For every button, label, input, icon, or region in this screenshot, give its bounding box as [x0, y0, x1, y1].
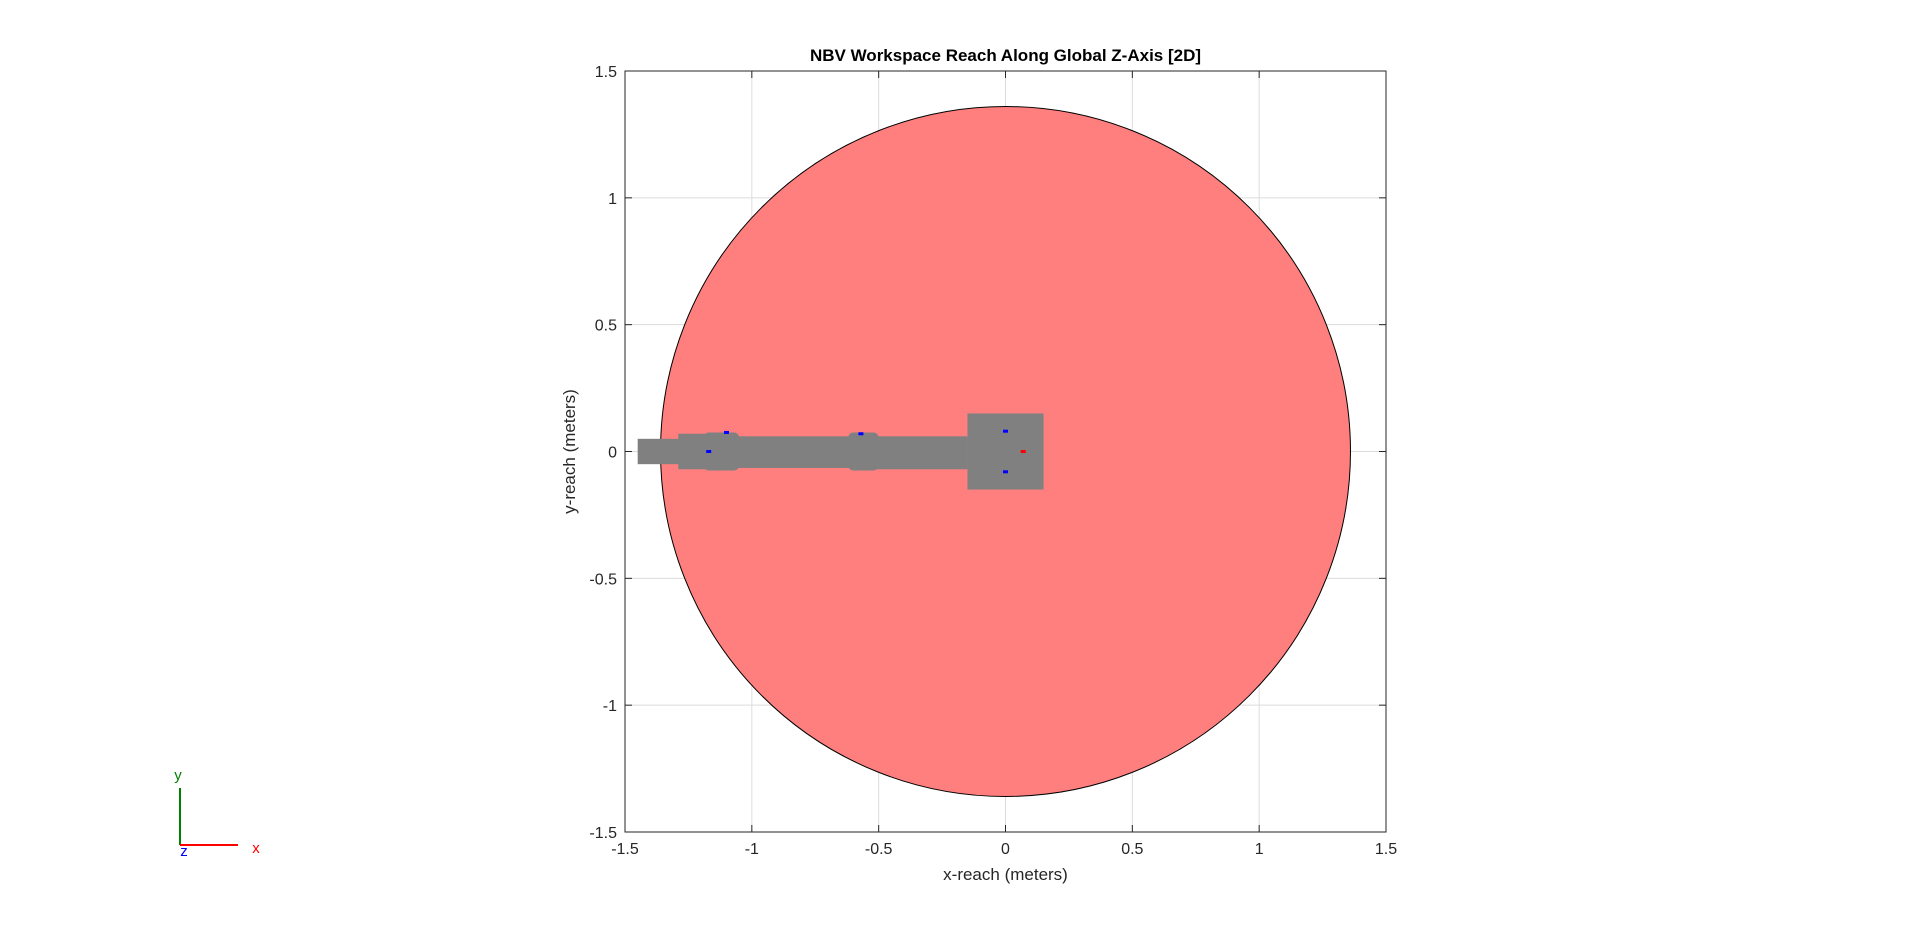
- frame-marker: [1020, 450, 1026, 453]
- x-tick-label: 1: [1255, 841, 1264, 858]
- x-tick-label: 0: [1001, 841, 1010, 858]
- robot-forearm: [716, 436, 859, 468]
- y-axis-label: y-reach (meters): [560, 389, 579, 514]
- robot-end-effector: [637, 438, 681, 465]
- robot-wrist-link: [678, 433, 709, 470]
- frame-marker: [858, 432, 864, 436]
- y-tick-label: -1: [603, 698, 617, 715]
- triad-y-label: y: [174, 767, 182, 784]
- y-tick-label: 1.5: [595, 64, 617, 81]
- frame-marker: [723, 430, 729, 434]
- y-tick-label: -1.5: [589, 825, 617, 842]
- axes-triad: y x z: [174, 767, 260, 860]
- x-tick-label: -1: [745, 841, 759, 858]
- triad-x-label: x: [252, 840, 260, 857]
- triad-z-label: z: [180, 843, 188, 860]
- x-axis-label: x-reach (meters): [943, 865, 1068, 884]
- frame-marker: [1003, 429, 1008, 433]
- chart-title: NBV Workspace Reach Along Global Z-Axis …: [810, 46, 1201, 65]
- y-tick-label: 0: [608, 445, 617, 462]
- robot-base: [967, 413, 1044, 490]
- axis-ticks: -1.5 -1 -0.5 0 0.5 1 1.5 -1.5 -1 -0.5 0 0.5 1 1.5: [589, 64, 1397, 858]
- frame-marker: [1003, 470, 1008, 474]
- y-tick-label: 1: [608, 191, 617, 208]
- x-tick-label: -0.5: [865, 841, 893, 858]
- x-tick-label: 1.5: [1375, 841, 1397, 858]
- frame-marker: [706, 450, 712, 453]
- y-tick-label: -0.5: [589, 571, 617, 588]
- y-tick-label: 0.5: [595, 318, 617, 335]
- frame-markers: [706, 429, 1026, 474]
- x-tick-label: -1.5: [611, 841, 639, 858]
- robot-arm: [637, 413, 1044, 490]
- robot-wrist-joint: [703, 432, 740, 471]
- x-tick-label: 0.5: [1121, 841, 1143, 858]
- plot-area: -1.5 -1 -0.5 0 0.5 1 1.5 -1.5 -1 -0.5 0 0.5 1 1.5: [589, 64, 1397, 858]
